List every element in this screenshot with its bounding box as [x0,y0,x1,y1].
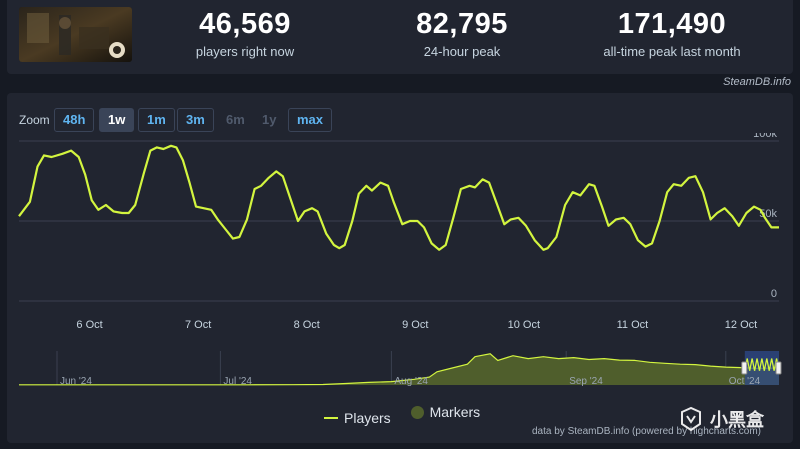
zoom-label: Zoom [19,113,50,127]
game-thumbnail-image [19,7,132,62]
navigator[interactable]: Jun '24 Jul '24 Aug '24 Sep '24 Oct '24 [7,348,793,393]
watermark-text: 小黑盒 [710,410,764,430]
stat-all-time-peak: 171,490 all-time peak last month [577,7,767,59]
legend-players[interactable]: Players [324,410,391,426]
x-tick-label: 11 Oct [617,319,649,331]
navigator-handle-left[interactable] [741,361,748,375]
stats-panel: 46,569 players right now 82,795 24-hour … [7,0,793,74]
navigator-month-label: Jul '24 [223,376,252,387]
navigator-month-label: Oct '24 [729,376,761,387]
game-thumbnail[interactable] [19,7,132,62]
zoom-6m-button: 6m [217,108,254,132]
current-players-label: players right now [195,44,295,59]
navigator-month-label: Jun '24 [60,376,92,387]
zoom-1y-button: 1y [253,108,285,132]
navigator-window-line [744,358,780,371]
zoom-3m-button[interactable]: 3m [177,108,214,132]
watermark: 小黑盒 [678,406,764,432]
24h-peak-label: 24-hour peak [423,44,501,59]
x-tick-label: 6 Oct [76,319,102,331]
x-tick-label: 9 Oct [402,319,428,331]
players-series-line [18,144,779,251]
current-players-value: 46,569 [199,8,291,40]
legend-players-label: Players [344,409,391,426]
navigator-month-label: Aug '24 [394,376,428,387]
chart-grid [19,140,779,302]
stat-24h-peak: 82,795 24-hour peak [387,7,537,59]
zoom-48h-button[interactable]: 48h [54,108,95,132]
navigator-month-label: Sep '24 [569,376,603,387]
y-tick-label: 0 [771,288,777,300]
x-axis-labels: 6 Oct 7 Oct 8 Oct 9 Oct 10 Oct 11 Oct 12 Oct [76,319,757,331]
heybox-logo-icon [681,406,701,432]
24h-peak-value: 82,795 [416,8,508,40]
navigator-area [19,353,779,385]
steamdb-credit[interactable]: SteamDB.info [723,76,791,88]
players-line-swatch [324,416,338,419]
data-credit[interactable]: data by SteamDB.info (powered by highcha… [532,426,761,437]
legend-markers[interactable]: Markers [410,404,481,420]
y-tick-label: 100k [753,133,777,140]
x-tick-label: 12 Oct [725,319,757,331]
all-time-peak-value: 171,490 [617,8,727,40]
zoom-1w-button[interactable]: 1w [99,108,135,132]
zoom-1m-button[interactable]: 1m [138,108,175,132]
x-tick-label: 10 Oct [508,319,540,331]
all-time-peak-label: all-time peak last month [603,44,741,59]
stat-current-players: 46,569 players right now [170,7,320,59]
markers-dot-swatch [410,405,424,419]
chart-panel: Zoom 48h 1w 1m 3m 6m 1y max 0 50k 100k 6 O… [7,93,793,443]
navigator-line [19,353,780,386]
x-tick-label: 8 Oct [294,319,320,331]
chart-legend: Players Markers [324,404,496,426]
x-tick-label: 7 Oct [185,319,211,331]
zoom-max-button[interactable]: max [288,108,333,132]
navigator-handle-right[interactable] [775,361,782,375]
legend-markers-label: Markers [429,404,481,420]
navigator-month-labels: Jun '24 Jul '24 Aug '24 Sep '24 Oct '24 [60,376,761,387]
